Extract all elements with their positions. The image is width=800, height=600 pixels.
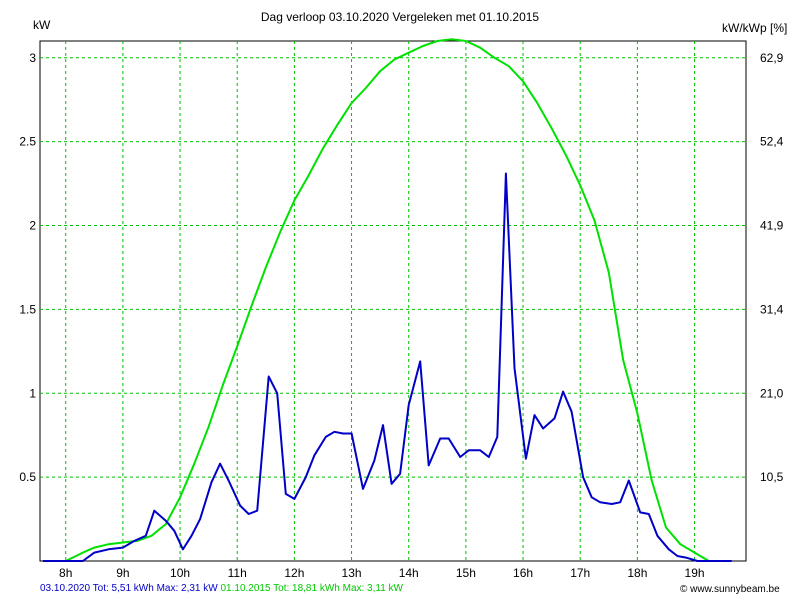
- legend-series-green: 01.10.2015 Tot: 18,81 kWh Max: 3,11 kW: [220, 583, 403, 594]
- y-tick-label-left: 1: [29, 386, 36, 400]
- series-line-03-10-2020: [42, 172, 732, 562]
- y-tick-label-right: 52,4: [760, 135, 784, 149]
- chart-title: Dag verloop 03.10.2020 Vergeleken met 01…: [260, 10, 540, 24]
- y-tick-label-right: 10,5: [760, 470, 784, 484]
- y-tick-label-left: 3: [29, 51, 36, 65]
- legend-series-blue: 03.10.2020 Tot: 5,51 kWh Max: 2,31 kW: [40, 583, 218, 594]
- y-tick-label-left: 1.5: [19, 302, 36, 316]
- x-tick-label: 19h: [685, 566, 705, 580]
- x-tick-label: 16h: [513, 566, 533, 580]
- y-tick-label-left: 2.5: [19, 135, 36, 149]
- y-tick-label-right: 41,9: [760, 219, 784, 233]
- y-axis-right-unit: kW/kWp [%]: [722, 21, 788, 35]
- grid: [40, 41, 746, 561]
- brand-credit: © www.sunnybeam.be: [680, 584, 780, 595]
- y-tick-label-right: 62,9: [760, 51, 784, 65]
- x-tick-label: 18h: [627, 566, 647, 580]
- series-line-01-10-2015: [42, 38, 732, 562]
- tick-labels: 8h 9h 10h 11h 12h 13h 14h 15h 16h 17h 18h 19h 0.5 10,…: [19, 51, 783, 580]
- x-tick-label: 11h: [228, 566, 247, 580]
- x-tick-label: 17h: [570, 566, 590, 580]
- y-axis-left-unit: kW: [33, 18, 51, 32]
- x-tick-label: 15h: [456, 566, 476, 580]
- x-tick-label: 14h: [399, 566, 419, 580]
- y-tick-label-left: 2: [29, 219, 36, 233]
- y-tick-label-right: 21,0: [760, 386, 784, 400]
- y-tick-label-right: 31,4: [760, 302, 784, 316]
- plot-area: [39, 40, 747, 562]
- x-tick-label: 12h: [284, 566, 304, 580]
- x-tick-label: 8h: [59, 566, 72, 580]
- x-tick-label: 10h: [170, 566, 190, 580]
- legend-footer: 03.10.2020 Tot: 5,51 kWh Max: 2,31 kW 01…: [40, 583, 403, 594]
- series-lines: [42, 38, 732, 562]
- x-tick-label: 13h: [342, 566, 362, 580]
- y-tick-label-left: 0.5: [19, 470, 36, 484]
- x-tick-label: 9h: [116, 566, 129, 580]
